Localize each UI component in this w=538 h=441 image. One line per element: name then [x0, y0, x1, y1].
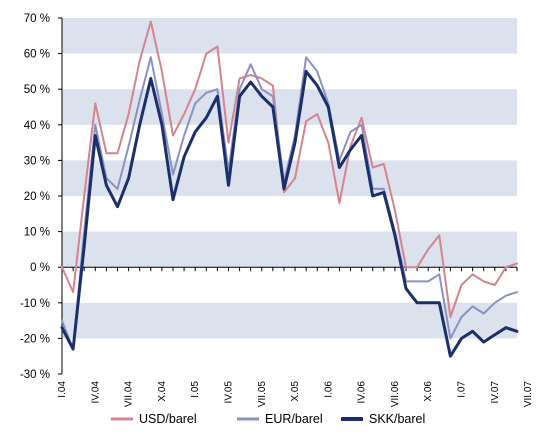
y-tick-label: -30 %: [20, 369, 50, 381]
legend-label: SKK/barel: [369, 412, 425, 426]
series-line-skk-barel: [60, 69, 519, 358]
x-tick-label: I.07: [457, 381, 468, 398]
x-tick-label: IV.07: [490, 381, 501, 404]
x-tick-label: VII.04: [124, 381, 135, 408]
y-tick-label: -20 %: [20, 333, 50, 345]
x-tick-label: VII.07: [523, 381, 534, 408]
y-tick-label: 40 %: [24, 120, 50, 132]
x-tick-label: I.04: [57, 381, 68, 398]
y-tick-label: 20 %: [24, 191, 50, 203]
y-tick-label: 30 %: [24, 155, 50, 167]
x-tick-label: I.06: [323, 381, 334, 398]
grid-band-3: [62, 231, 517, 268]
y-tick-label: 50 %: [24, 84, 50, 96]
x-tick-label: X.04: [157, 381, 168, 402]
legend-label: EUR/barel: [265, 412, 323, 426]
x-tick-label: IV.04: [90, 381, 101, 404]
series-line-usd-barel: [61, 20, 518, 318]
x-tick-label: X.05: [290, 381, 301, 402]
y-tick-label: -10 %: [20, 298, 50, 310]
y-tick-label: 10 %: [24, 227, 50, 239]
y-tick-label: 0 %: [30, 262, 50, 274]
x-tick-label: VII.06: [390, 381, 401, 408]
legend-label: USD/barel: [139, 412, 197, 426]
x-tick-label: IV.05: [223, 381, 234, 404]
y-tick-label: 70 %: [24, 13, 50, 25]
series-line-eur-barel: [61, 56, 518, 351]
x-tick-label: IV.06: [357, 381, 368, 404]
x-tick-label: VII.05: [257, 381, 268, 408]
grid-band-0: [62, 18, 517, 54]
x-tick-label: X.06: [423, 381, 434, 402]
x-tick-label: I.05: [190, 381, 201, 398]
y-tick-label: 60 %: [24, 49, 50, 61]
